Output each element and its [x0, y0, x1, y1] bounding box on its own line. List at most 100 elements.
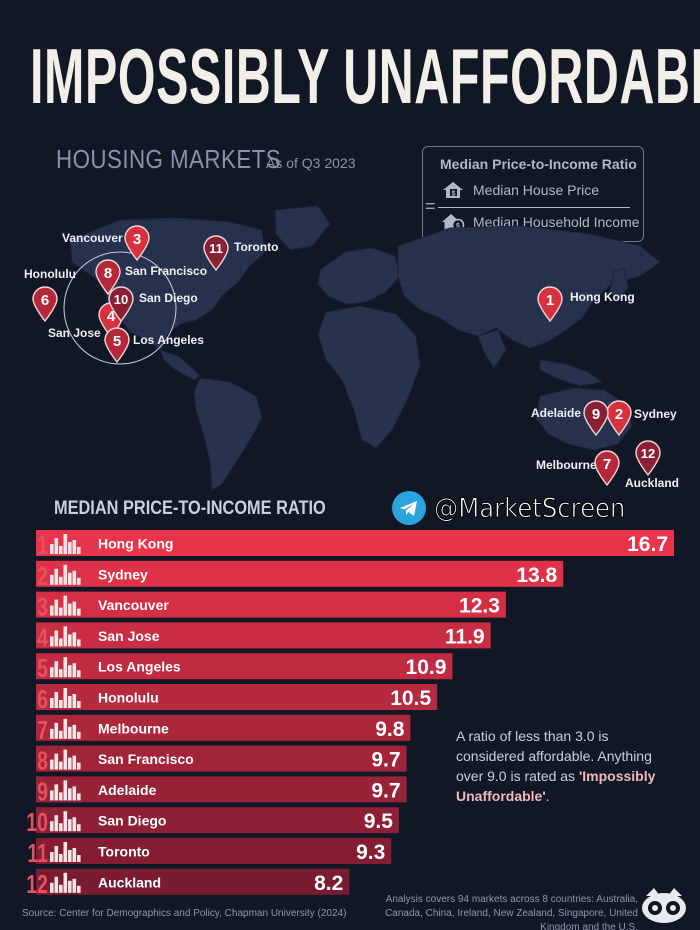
map-pin-toronto: 11: [203, 235, 229, 272]
bar: [36, 714, 411, 741]
bar-rank: 1: [37, 530, 48, 559]
bar-rank: 12: [26, 869, 48, 898]
bar-row: 1 Hong Kong 16.7: [36, 530, 674, 560]
bar: [36, 838, 392, 864]
bar-category-label: San Jose: [98, 628, 160, 644]
bar-row: 7 Melbourne 9.8: [36, 714, 411, 744]
map-city-label: Sydney: [634, 407, 677, 421]
skyline-icon: [50, 534, 81, 554]
bar-row: 5 Los Angeles 10.9: [36, 653, 453, 683]
pin-rank: 9: [591, 406, 601, 423]
telegram-icon: [392, 491, 426, 525]
pin-rank: 11: [209, 241, 223, 256]
bar-category-label: Auckland: [98, 874, 161, 890]
greenland: [274, 205, 331, 251]
southeast-asia: [539, 359, 604, 387]
skyline-icon: [50, 749, 81, 770]
note-highlight: 'Impossibly Unaffordable': [456, 768, 656, 804]
bar: [36, 776, 407, 803]
pin-rank: 4: [106, 308, 116, 325]
affordability-note: A ratio of less than 3.0 is considered a…: [456, 726, 676, 806]
bar-rank: 6: [37, 684, 48, 713]
pin-rank: 7: [602, 456, 612, 473]
bar-rank: 7: [37, 715, 48, 744]
bar-value-label: 8.2: [314, 872, 343, 895]
pin-rank: 6: [40, 292, 50, 309]
bar: [36, 653, 453, 680]
source-text: Source: Center for Demographics and Poli…: [22, 908, 347, 919]
bar-rank: 11: [27, 838, 48, 867]
house-dollar-icon: $: [443, 182, 463, 198]
skyline-icon: [50, 564, 81, 585]
bar-row: 4 San Jose 11.9: [36, 622, 491, 652]
map-pin-hong-kong: 1: [537, 286, 563, 323]
bar: [36, 530, 674, 556]
pin-rank: 8: [103, 265, 113, 282]
pin-rank: 2: [614, 406, 624, 423]
bar-row: 10 San Diego 9.5: [26, 807, 399, 837]
pin-rank: 10: [113, 292, 129, 307]
bar: [36, 684, 438, 710]
bar-row: 11 Toronto 9.3: [27, 838, 392, 868]
pin-rank: 12: [640, 446, 656, 461]
svg-text:$: $: [452, 190, 456, 197]
chart-title: MEDIAN PRICE-TO-INCOME RATIO: [54, 498, 326, 519]
bar: [36, 745, 407, 772]
bar-value-label: 10.5: [390, 687, 431, 710]
map-city-label: Toronto: [234, 240, 279, 254]
bar-rank: 8: [37, 746, 48, 775]
page-subtitle: HOUSING MARKETS: [56, 144, 282, 174]
map-city-label: Hong Kong: [570, 290, 635, 304]
map-city-label: San Diego: [139, 291, 198, 305]
ratio-bar-chart: 1 Hong Kong 16.7 2 Sydney 13.8 3 Vancouver 12.3 4…: [26, 530, 674, 898]
numerator-label: Median House Price: [473, 182, 600, 198]
map-pin-los-angeles: 5: [104, 327, 130, 364]
bar-category-label: San Francisco: [98, 751, 194, 767]
formula-divider: [438, 207, 630, 208]
bar-category-label: Hong Kong: [98, 536, 173, 552]
bar-category-label: Adelaide: [98, 782, 157, 798]
bar-row: 6 Honolulu 10.5: [36, 684, 438, 714]
bar-value-label: 9.7: [371, 779, 400, 802]
europe: [317, 247, 401, 305]
formula-numerator: $ Median House Price: [441, 181, 599, 199]
visual-capitalist-logo: [642, 888, 686, 923]
telegram-handle: @MarketScreen: [434, 492, 626, 524]
bar-value-label: 9.7: [371, 749, 400, 772]
india: [477, 329, 507, 369]
bar-value-label: 9.5: [364, 810, 394, 833]
africa: [317, 305, 421, 449]
bar: [36, 560, 564, 587]
bar-category-label: Los Angeles: [98, 659, 181, 675]
note-end: .: [545, 788, 550, 804]
central-america: [159, 349, 201, 381]
south-america: [193, 377, 263, 491]
bar-category-label: Sydney: [98, 566, 148, 582]
skyline-icon: [50, 657, 81, 678]
bar-rank: 2: [37, 561, 48, 590]
bar: [36, 622, 491, 649]
map-city-label: San Jose: [48, 326, 101, 340]
bar-category-label: San Diego: [98, 813, 166, 829]
skyline-icon: [50, 811, 81, 832]
skyline-icon: [50, 872, 81, 893]
bar-row: 3 Vancouver 12.3: [36, 591, 506, 621]
map-city-label: Melbourne: [536, 458, 597, 472]
bar-value-label: 13.8: [516, 564, 557, 587]
bar-category-label: Toronto: [98, 844, 150, 860]
map-pin-sydney: 2: [606, 400, 632, 437]
bar-rank: 4: [37, 623, 48, 652]
skyline-icon: [50, 842, 81, 862]
bar-value-label: 11.9: [445, 625, 485, 648]
map-city-label: San Francisco: [125, 264, 208, 278]
svg-text:$: $: [456, 223, 460, 230]
skyline-icon: [50, 718, 81, 739]
bar-category-label: Vancouver: [98, 597, 169, 613]
skyline-icon: [50, 688, 81, 708]
map-city-label: Adelaide: [531, 406, 582, 420]
pin-rank: 5: [112, 333, 122, 350]
formula-title: Median Price-to-Income Ratio: [440, 156, 637, 172]
map-city-label: Los Angeles: [133, 333, 204, 347]
bar-row: 8 San Francisco 9.7: [36, 745, 407, 775]
